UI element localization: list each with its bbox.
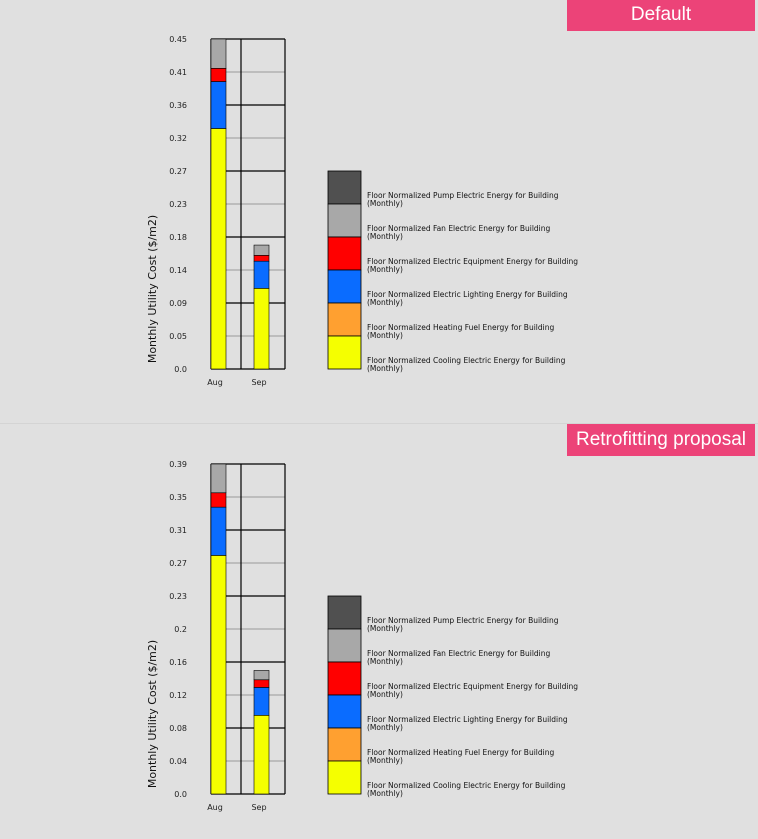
legend-label: Floor Normalized Fan Electric Energy for… — [367, 649, 550, 658]
legend-swatch — [327, 335, 362, 370]
legend-label: Floor Normalized Electric Lighting Energ… — [367, 715, 568, 724]
y-tick-label: 0.12 — [169, 691, 187, 700]
y-tick-label: 0.36 — [169, 101, 187, 110]
bar-segment — [253, 679, 270, 688]
bar-segment — [253, 670, 270, 681]
legend-swatch — [327, 302, 362, 337]
legend-swatch — [327, 269, 362, 304]
retrofit-chart: 0.0 0.04 0.08 0.12 0.16 0.2 0.23 0.27 0.31 0.35 0.… — [146, 460, 578, 812]
legend-sublabel: (Monthly) — [367, 331, 403, 340]
bar-segment — [253, 715, 270, 795]
y-tick-label: 0.32 — [169, 134, 187, 143]
legend-swatch — [327, 203, 362, 238]
legend-sublabel: (Monthly) — [367, 199, 403, 208]
y-tick-label: 0.04 — [169, 757, 187, 766]
y-tick-label: 0.23 — [169, 200, 187, 209]
y-tick-label: 0.31 — [169, 526, 187, 535]
legend-sublabel: (Monthly) — [367, 690, 403, 699]
x-tick-label: Sep — [251, 803, 266, 812]
legend-sublabel: (Monthly) — [367, 723, 403, 732]
legend-sublabel: (Monthly) — [367, 756, 403, 765]
legend-label: Floor Normalized Heating Fuel Energy for… — [367, 748, 554, 757]
y-tick-label: 0.05 — [169, 332, 187, 341]
y-tick-label: 0.27 — [169, 167, 187, 176]
legend-swatch — [327, 661, 362, 696]
legend-sublabel: (Monthly) — [367, 232, 403, 241]
legend-sublabel: (Monthly) — [367, 364, 403, 373]
bar-segment — [210, 506, 227, 556]
legend-sublabel: (Monthly) — [367, 657, 403, 666]
y-tick-label: 0.23 — [169, 592, 187, 601]
legend-sublabel: (Monthly) — [367, 265, 403, 274]
legend-label: Floor Normalized Cooling Electric Energy… — [367, 356, 566, 365]
bar-segment — [210, 81, 227, 129]
default-badge: Default — [567, 0, 755, 31]
legend-sublabel: (Monthly) — [367, 298, 403, 307]
y-tick-label: 0.39 — [169, 460, 187, 469]
legend-label: Floor Normalized Electric Equipment Ener… — [367, 682, 578, 691]
y-tick-label: 0.41 — [169, 68, 187, 77]
y-tick-label: 0.2 — [174, 625, 187, 634]
legend-label: Floor Normalized Pump Electric Energy fo… — [367, 191, 559, 200]
y-tick-label: 0.27 — [169, 559, 187, 568]
legend-swatch — [327, 236, 362, 271]
legend-label: Floor Normalized Electric Equipment Ener… — [367, 257, 578, 266]
legend-sublabel: (Monthly) — [367, 624, 403, 633]
legend-swatch — [327, 694, 362, 729]
x-tick-label: Aug — [207, 378, 223, 387]
retrofit-section: Retrofitting proposal 0.0 0.04 0.08 0.12 0.1… — [0, 423, 758, 839]
y-axis-title: Monthly Utility Cost ($/m2) — [146, 215, 159, 363]
legend-label: Floor Normalized Fan Electric Energy for… — [367, 224, 550, 233]
legend-swatch — [327, 595, 362, 630]
bar-segment — [210, 492, 227, 508]
bar-segment — [253, 244, 270, 256]
legend-label: Floor Normalized Cooling Electric Energy… — [367, 781, 566, 790]
legend-label: Floor Normalized Electric Lighting Energ… — [367, 290, 568, 299]
legend-swatch — [327, 727, 362, 762]
legend-swatch — [327, 170, 362, 205]
y-tick-label: 0.08 — [169, 724, 187, 733]
y-tick-label: 0.09 — [169, 299, 187, 308]
y-tick-label: 0.14 — [169, 266, 187, 275]
bar-segment — [253, 260, 270, 289]
legend-swatch — [327, 760, 362, 795]
bar-segment — [210, 463, 227, 494]
legend-swatch — [327, 628, 362, 663]
legend-label: Floor Normalized Heating Fuel Energy for… — [367, 323, 554, 332]
bar-segment — [210, 68, 227, 82]
bar-segment — [210, 38, 227, 69]
bar-segment — [253, 687, 270, 716]
y-tick-label: 0.45 — [169, 35, 187, 44]
y-tick-label: 0.18 — [169, 233, 187, 242]
x-tick-label: Sep — [251, 378, 266, 387]
legend-sublabel: (Monthly) — [367, 789, 403, 798]
bar-segment — [210, 128, 227, 370]
legend-label: Floor Normalized Pump Electric Energy fo… — [367, 616, 559, 625]
default-chart: 0.0 0.05 0.09 0.14 0.18 0.23 0.27 0.32 0.36 0.41 0… — [146, 35, 578, 387]
y-tick-label: 0.0 — [174, 790, 187, 799]
y-axis-title: Monthly Utility Cost ($/m2) — [146, 640, 159, 788]
y-tick-label: 0.16 — [169, 658, 187, 667]
y-tick-label: 0.35 — [169, 493, 187, 502]
retrofit-badge: Retrofitting proposal — [567, 424, 755, 456]
y-tick-label: 0.0 — [174, 365, 187, 374]
bar-segment — [253, 255, 270, 262]
default-section: Default 0.0 0.05 0.09 0.14 0.18 0.23 0.27 0.32 0… — [146, 0, 755, 387]
bar-segment — [253, 288, 270, 370]
bar-segment — [210, 555, 227, 795]
x-tick-label: Aug — [207, 803, 223, 812]
